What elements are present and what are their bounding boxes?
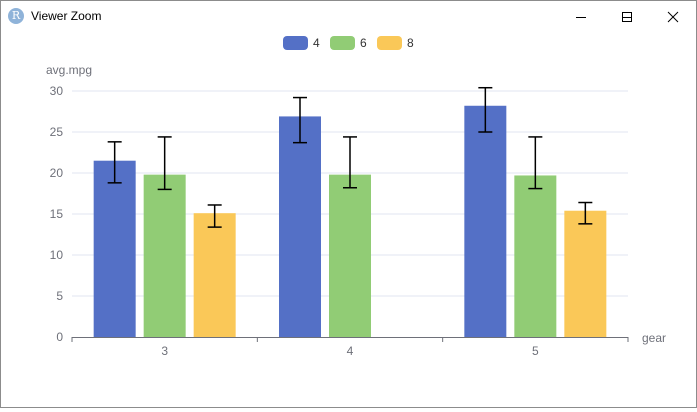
error-bars bbox=[107, 86, 593, 228]
bar-6-4 bbox=[329, 174, 371, 337]
y-tick-label: 30 bbox=[50, 84, 64, 98]
bar-6-3 bbox=[143, 174, 186, 337]
y-axis-label: avg.mpg bbox=[46, 63, 92, 77]
y-tick-label: 10 bbox=[50, 248, 64, 262]
bar-8-3 bbox=[193, 213, 236, 337]
chart-area: 4 6 8 avg.mpg 0 5 10 15 20 25 30 3 4 5 gear bbox=[1, 32, 696, 407]
minimize-button-area[interactable] bbox=[558, 1, 604, 32]
bar-6-5 bbox=[514, 175, 557, 337]
bar-4-3 bbox=[93, 160, 136, 337]
bar-chart: 4 6 8 avg.mpg 0 5 10 15 20 25 30 3 4 5 gear bbox=[46, 36, 666, 358]
y-tick-label: 20 bbox=[50, 166, 64, 180]
x-tick-label: 4 bbox=[347, 344, 354, 358]
x-axis: 3 4 5 bbox=[71, 337, 629, 358]
x-tick-label: 5 bbox=[532, 344, 539, 358]
title-bar: R Viewer Zoom bbox=[1, 1, 696, 32]
maximize-icon bbox=[622, 11, 632, 22]
y-tick-label: 0 bbox=[56, 330, 63, 344]
legend: 4 6 8 bbox=[283, 36, 414, 50]
y-tick-label: 5 bbox=[56, 289, 63, 303]
legend-swatch-8[interactable] bbox=[377, 36, 402, 50]
x-tick-label: 3 bbox=[161, 344, 168, 358]
legend-swatch-4[interactable] bbox=[283, 36, 308, 50]
x-axis-label: gear bbox=[642, 331, 666, 345]
bar-8-5 bbox=[564, 210, 607, 337]
r-logo-icon: R bbox=[8, 8, 24, 24]
y-tick-label: 15 bbox=[50, 207, 64, 221]
maximize-button-area[interactable] bbox=[604, 1, 650, 32]
minimize-icon bbox=[576, 16, 586, 18]
legend-label[interactable]: 8 bbox=[407, 36, 414, 50]
bar-4-5 bbox=[464, 105, 507, 337]
legend-swatch-6[interactable] bbox=[330, 36, 355, 50]
bar-4-4 bbox=[279, 116, 321, 337]
close-icon bbox=[667, 11, 679, 22]
y-axis-ticks: 0 5 10 15 20 25 30 bbox=[50, 84, 64, 344]
minimize-button[interactable] bbox=[604, 1, 650, 32]
bars bbox=[93, 105, 607, 337]
window-title: Viewer Zoom bbox=[31, 9, 102, 23]
close-button[interactable] bbox=[650, 1, 696, 32]
legend-label[interactable]: 6 bbox=[360, 36, 367, 50]
minimize-icon bbox=[622, 16, 632, 18]
legend-label[interactable]: 4 bbox=[313, 36, 320, 50]
y-tick-label: 25 bbox=[50, 125, 64, 139]
